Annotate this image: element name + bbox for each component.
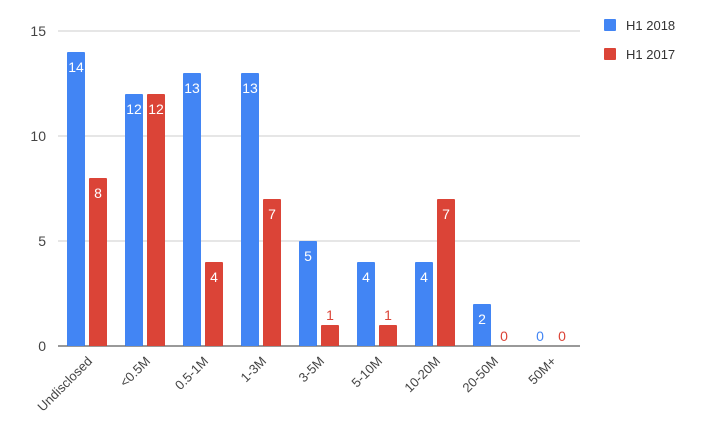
x-tick-label-20-50m: 20-50M	[459, 354, 501, 396]
x-axis-ticks: Undisclosed <0.5M 0.5-1M 1-3M 3-5M 5-10M 10-20…	[34, 354, 559, 415]
bar-h1-2018-undisclosed	[67, 52, 85, 346]
data-label-h1-2017-10-20m: 7	[442, 206, 450, 222]
data-label-h1-2018-1-3m: 13	[242, 80, 258, 96]
data-label-h1-2018-0-5m: 12	[126, 101, 142, 117]
y-tick-label-5: 5	[38, 233, 46, 249]
data-label-h1-2017-20-50m: 0	[500, 328, 508, 344]
data-label-h1-2018-20-50m: 2	[478, 311, 486, 327]
data-label-h1-2018-50m: 0	[536, 328, 544, 344]
bar-h1-2018-5-10m	[357, 262, 375, 346]
data-label-h1-2018-undisclosed: 14	[68, 59, 84, 75]
data-label-h1-2017-3-5m: 1	[326, 307, 334, 323]
legend-label-h1-2018: H1 2018	[626, 18, 675, 33]
bar-h1-2018-3-5m	[299, 241, 317, 346]
bar-h1-2018-0-5-1m	[183, 73, 201, 346]
bar-h1-2017-1-3m	[263, 199, 281, 346]
data-label-h1-2017-0-5m: 12	[148, 101, 164, 117]
y-tick-label-15: 15	[30, 23, 46, 39]
legend: H1 2018 H1 2017	[604, 18, 675, 62]
data-label-h1-2017-50m: 0	[558, 328, 566, 344]
x-tick-label-3-5m: 3-5M	[296, 354, 328, 386]
x-tick-label-0-5-1m: 0.5-1M	[172, 354, 211, 393]
bar-h1-2018-10-20m	[415, 262, 433, 346]
bar-h1-2018-1-3m	[241, 73, 259, 346]
bar-h1-2018-0-5m	[125, 94, 143, 346]
bar-h1-2017-undisclosed	[89, 178, 107, 346]
bars	[67, 52, 491, 346]
bar-h1-2017-0-5m	[147, 94, 165, 346]
x-tick-label-50m: 50M+	[525, 354, 559, 388]
bar-h1-2017-10-20m	[437, 199, 455, 346]
gridlines	[58, 30, 580, 347]
x-tick-label-5-10m: 5-10M	[348, 354, 385, 391]
legend-label-h1-2017: H1 2017	[626, 47, 675, 62]
data-label-h1-2017-5-10m: 1	[384, 307, 392, 323]
legend-swatch-h1-2017	[604, 48, 616, 60]
y-tick-label-10: 10	[30, 128, 46, 144]
data-label-h1-2018-0-5-1m: 13	[184, 80, 200, 96]
x-tick-label-1-3m: 1-3M	[238, 354, 270, 386]
y-axis-ticks: 0 5 10 15	[30, 23, 46, 354]
x-tick-label-0-5m: <0.5M	[117, 354, 153, 390]
bar-h1-2018-20-50m	[473, 304, 491, 346]
data-label-h1-2018-10-20m: 4	[420, 269, 428, 285]
data-label-h1-2017-undisclosed: 8	[94, 185, 102, 201]
y-tick-label-0: 0	[38, 338, 46, 354]
legend-swatch-h1-2018	[604, 19, 616, 31]
bar-h1-2017-3-5m	[321, 325, 339, 346]
bar-h1-2017-0-5-1m	[205, 262, 223, 346]
x-tick-label-10-20m: 10-20M	[401, 354, 443, 396]
data-label-h1-2017-0-5-1m: 4	[210, 269, 218, 285]
data-label-h1-2018-3-5m: 5	[304, 248, 312, 264]
data-label-h1-2017-1-3m: 7	[268, 206, 276, 222]
data-label-h1-2018-5-10m: 4	[362, 269, 370, 285]
bar-h1-2017-5-10m	[379, 325, 397, 346]
x-tick-label-undisclosed: Undisclosed	[34, 354, 95, 415]
